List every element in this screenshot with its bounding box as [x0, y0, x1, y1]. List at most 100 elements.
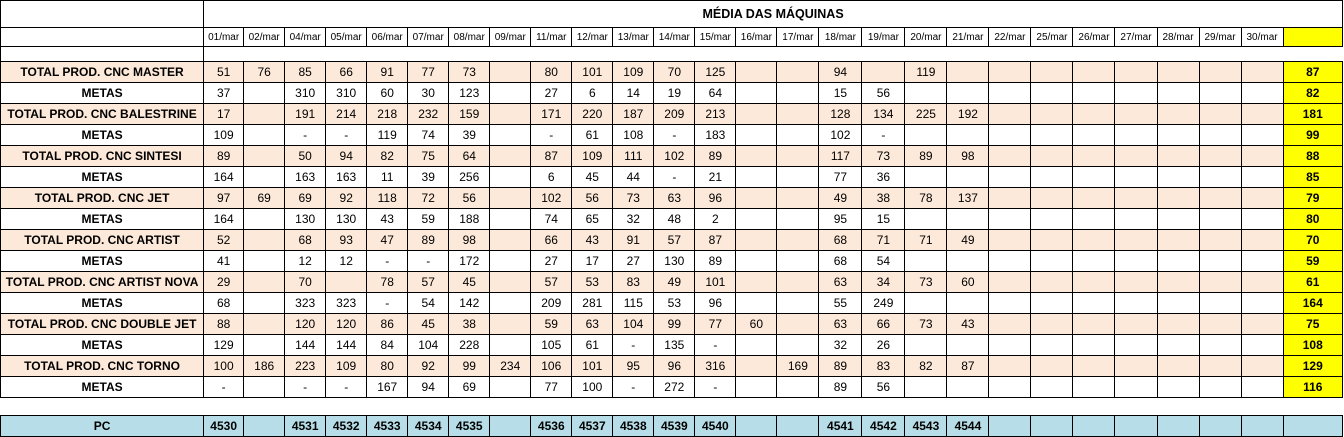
total-value-cell[interactable]: 29	[203, 271, 245, 293]
total-value-cell[interactable]: 63	[571, 313, 614, 335]
meta-value-cell[interactable]: -	[203, 376, 245, 398]
meta-value-cell[interactable]	[1114, 292, 1158, 314]
pc-value-cell[interactable]: 4542	[861, 415, 906, 437]
total-value-cell[interactable]: 234	[489, 355, 532, 377]
meta-value-cell[interactable]	[1156, 250, 1200, 272]
total-value-cell[interactable]: 218	[366, 103, 409, 125]
total-value-cell[interactable]	[1240, 145, 1284, 167]
total-average-cell[interactable]: 61	[1282, 271, 1344, 293]
pc-value-cell[interactable]: 4537	[571, 415, 614, 437]
pc-value-cell[interactable]	[1198, 415, 1242, 437]
total-value-cell[interactable]: 34	[861, 271, 906, 293]
meta-value-cell[interactable]: 59	[407, 208, 450, 230]
total-value-cell[interactable]	[489, 313, 532, 335]
total-value-cell[interactable]	[243, 103, 286, 125]
total-value-cell[interactable]	[1114, 355, 1158, 377]
meta-value-cell[interactable]	[1114, 334, 1158, 356]
meta-value-cell[interactable]: 105	[530, 334, 573, 356]
total-value-cell[interactable]	[1198, 229, 1242, 251]
total-value-cell[interactable]	[1240, 355, 1284, 377]
meta-value-cell[interactable]	[1198, 166, 1242, 188]
date-header[interactable]: 27/mar	[1114, 27, 1158, 47]
pc-value-cell[interactable]: 4535	[448, 415, 491, 437]
total-value-cell[interactable]: 45	[407, 313, 450, 335]
meta-value-cell[interactable]	[1240, 376, 1284, 398]
total-value-cell[interactable]: 53	[571, 271, 614, 293]
meta-value-cell[interactable]	[1198, 376, 1242, 398]
meta-value-cell[interactable]: 39	[448, 124, 491, 146]
date-header[interactable]: 21/mar	[946, 27, 990, 47]
metas-label[interactable]: METAS	[0, 166, 205, 188]
meta-value-cell[interactable]: 96	[694, 292, 737, 314]
meta-value-cell[interactable]	[946, 376, 990, 398]
total-average-cell[interactable]: 129	[1282, 355, 1344, 377]
total-value-cell[interactable]: 137	[946, 187, 990, 209]
meta-value-cell[interactable]: 89	[694, 250, 737, 272]
meta-value-cell[interactable]: 74	[530, 208, 573, 230]
date-header[interactable]: 20/mar	[904, 27, 948, 47]
meta-value-cell[interactable]	[735, 208, 778, 230]
total-value-cell[interactable]: 71	[904, 229, 948, 251]
total-value-cell[interactable]	[1072, 355, 1116, 377]
pc-value-cell[interactable]	[489, 415, 532, 437]
total-value-cell[interactable]	[1030, 271, 1074, 293]
meta-value-cell[interactable]: 135	[653, 334, 696, 356]
meta-value-cell[interactable]: 11	[366, 166, 409, 188]
total-value-cell[interactable]: 51	[203, 61, 245, 83]
total-value-cell[interactable]	[1072, 103, 1116, 125]
meta-value-cell[interactable]	[1198, 334, 1242, 356]
meta-value-cell[interactable]	[946, 292, 990, 314]
machine-total-label[interactable]: TOTAL PROD. CNC ARTIST	[0, 229, 205, 251]
meta-value-cell[interactable]: 41	[203, 250, 245, 272]
pc-value-cell[interactable]: 4536	[530, 415, 573, 437]
date-header[interactable]: 29/mar	[1198, 27, 1242, 47]
total-value-cell[interactable]: 191	[284, 103, 327, 125]
meta-value-cell[interactable]	[1156, 166, 1200, 188]
meta-value-cell[interactable]	[988, 208, 1032, 230]
meta-value-cell[interactable]: 272	[653, 376, 696, 398]
meta-value-cell[interactable]: 144	[284, 334, 327, 356]
meta-value-cell[interactable]: -	[325, 124, 368, 146]
meta-value-cell[interactable]	[776, 166, 820, 188]
machine-total-label[interactable]: TOTAL PROD. CNC BALESTRINE	[0, 103, 205, 125]
total-value-cell[interactable]	[776, 229, 820, 251]
date-header[interactable]: 22/mar	[988, 27, 1032, 47]
meta-value-cell[interactable]	[735, 250, 778, 272]
machine-total-label[interactable]: TOTAL PROD. CNC SINTESI	[0, 145, 205, 167]
date-header[interactable]: 05/mar	[325, 27, 368, 47]
meta-value-cell[interactable]: 310	[284, 82, 327, 104]
meta-value-cell[interactable]: -	[653, 166, 696, 188]
total-average-cell[interactable]: 75	[1282, 313, 1344, 335]
total-value-cell[interactable]: 38	[861, 187, 906, 209]
meta-value-cell[interactable]: 14	[612, 82, 655, 104]
total-value-cell[interactable]	[1156, 355, 1200, 377]
total-value-cell[interactable]: 111	[612, 145, 655, 167]
total-value-cell[interactable]: 57	[653, 229, 696, 251]
meta-value-cell[interactable]: 54	[861, 250, 906, 272]
meta-value-cell[interactable]	[988, 82, 1032, 104]
date-header[interactable]: 19/mar	[861, 27, 906, 47]
total-value-cell[interactable]: 56	[571, 187, 614, 209]
meta-value-cell[interactable]	[776, 376, 820, 398]
total-value-cell[interactable]: 232	[407, 103, 450, 125]
total-value-cell[interactable]: 223	[284, 355, 327, 377]
total-value-cell[interactable]: 125	[694, 61, 737, 83]
meta-value-cell[interactable]	[946, 82, 990, 104]
meta-value-cell[interactable]: 102	[818, 124, 863, 146]
meta-value-cell[interactable]: 45	[571, 166, 614, 188]
meta-value-cell[interactable]	[904, 376, 948, 398]
total-value-cell[interactable]: 134	[861, 103, 906, 125]
date-header[interactable]: 01/mar	[203, 27, 245, 47]
meta-value-cell[interactable]	[1156, 292, 1200, 314]
meta-value-cell[interactable]	[243, 124, 286, 146]
total-value-cell[interactable]: 99	[653, 313, 696, 335]
total-value-cell[interactable]	[735, 145, 778, 167]
total-average-cell[interactable]: 87	[1282, 61, 1344, 83]
total-value-cell[interactable]: 91	[612, 229, 655, 251]
total-value-cell[interactable]: 73	[612, 187, 655, 209]
total-value-cell[interactable]	[776, 187, 820, 209]
total-value-cell[interactable]	[1114, 145, 1158, 167]
meta-value-cell[interactable]: 310	[325, 82, 368, 104]
total-value-cell[interactable]: 45	[448, 271, 491, 293]
date-header[interactable]: 14/mar	[653, 27, 696, 47]
